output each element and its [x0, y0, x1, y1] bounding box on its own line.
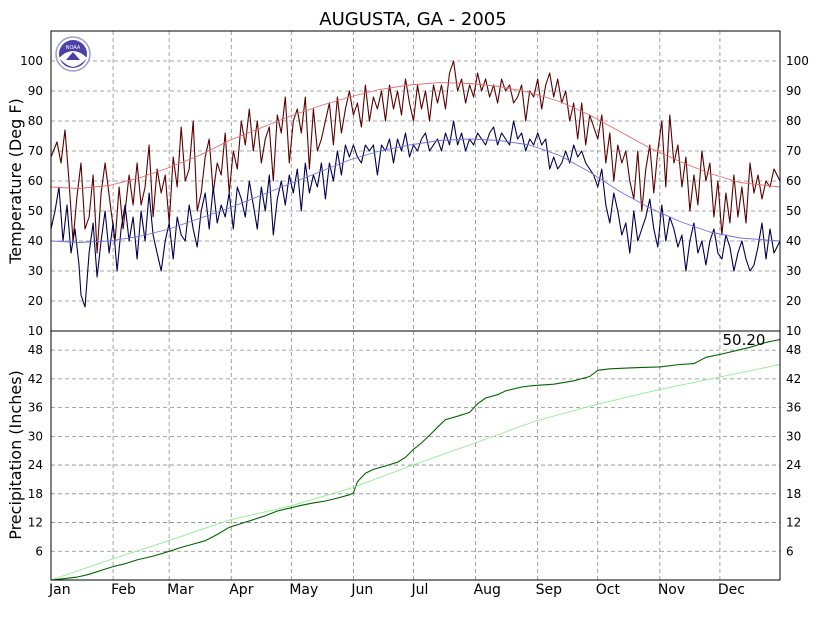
logo-bird [66, 52, 80, 60]
month-label: Jan [48, 582, 71, 598]
month-label: Oct [596, 582, 621, 598]
month-label: Jul [410, 582, 428, 598]
month-label: Jun [350, 582, 373, 598]
month-label: May [289, 582, 318, 598]
series-line-normal-cumulative [50, 364, 781, 581]
y-tick-label-right: 6 [786, 544, 794, 558]
plot-frame [50, 330, 781, 581]
y-tick-label-left: 42 [28, 372, 43, 386]
y-tick-label-right: 36 [786, 401, 801, 415]
logo-text: NOAA [66, 45, 81, 51]
month-label: Aug [474, 582, 501, 598]
y-tick-label-left: 80 [28, 114, 43, 128]
month-label: Mar [167, 582, 194, 598]
y-tick-label-right: 20 [786, 294, 801, 308]
y-tick-label-right: 30 [786, 264, 801, 278]
y-tick-label-left: 48 [28, 343, 43, 357]
y-tick-label-left: 12 [28, 516, 43, 530]
y-tick-label-left: 60 [28, 174, 43, 188]
y-tick-label-left: 20 [28, 294, 43, 308]
precipitation-axis-label: Precipitation (Inches) [6, 370, 25, 540]
y-tick-label-right: 30 [786, 429, 801, 443]
y-tick-label-right: 80 [786, 114, 801, 128]
temperature-axis-label: Temperature (Deg F) [6, 98, 25, 265]
series-line-normal-high [50, 82, 781, 189]
y-tick-label-left: 50 [28, 204, 43, 218]
series-line-observed-cumulative [50, 339, 781, 581]
series-line-normal-low [50, 138, 781, 243]
series-line-daily-low [50, 120, 781, 308]
y-tick-label-right: 40 [786, 234, 801, 248]
temperature-panel: 10 10 20 20 30 30 40 40 50 50 60 60 70 70 80 80 90 90 100 1… [20, 30, 809, 338]
y-tick-label-left: 24 [28, 458, 43, 472]
y-tick-label-right: 90 [786, 84, 801, 98]
y-tick-label-left: 36 [28, 401, 43, 415]
y-tick-label-left: 30 [28, 429, 43, 443]
y-tick-label-left: 6 [35, 544, 43, 558]
precipitation-panel: 6 6 12 12 18 18 24 24 30 30 36 36 42 42 48 48 [28, 330, 801, 581]
y-tick-label-left: 100 [20, 54, 43, 68]
y-tick-label-right: 18 [786, 487, 801, 501]
y-tick-label-right: 100 [786, 54, 809, 68]
y-tick-label-right: 60 [786, 174, 801, 188]
noaa-logo: NOAA [55, 36, 91, 72]
y-tick-label-right: 48 [786, 343, 801, 357]
y-tick-label-right: 10 [786, 324, 801, 338]
month-label: Nov [658, 582, 685, 598]
y-tick-label-right: 12 [786, 516, 801, 530]
chart-title: AUGUSTA, GA - 2005 [319, 9, 506, 30]
month-label: Sep [536, 582, 563, 598]
precipitation-total-label: 50.20 [723, 331, 766, 349]
y-tick-label-right: 24 [786, 458, 801, 472]
month-label: Apr [229, 582, 253, 598]
month-axis: Jan Feb Mar Apr May Jun Jul Aug Sep Oct Nov Dec [48, 582, 745, 598]
y-tick-label-right: 42 [786, 372, 801, 386]
series-line-daily-high [50, 60, 781, 254]
y-tick-label-left: 10 [28, 324, 43, 338]
y-tick-label-left: 40 [28, 234, 43, 248]
y-tick-label-left: 18 [28, 487, 43, 501]
y-tick-label-left: 30 [28, 264, 43, 278]
y-tick-label-right: 70 [786, 144, 801, 158]
month-label: Dec [718, 582, 745, 598]
y-tick-label-left: 90 [28, 84, 43, 98]
month-label: Feb [111, 582, 136, 598]
y-tick-label-right: 50 [786, 204, 801, 218]
y-tick-label-left: 70 [28, 144, 43, 158]
